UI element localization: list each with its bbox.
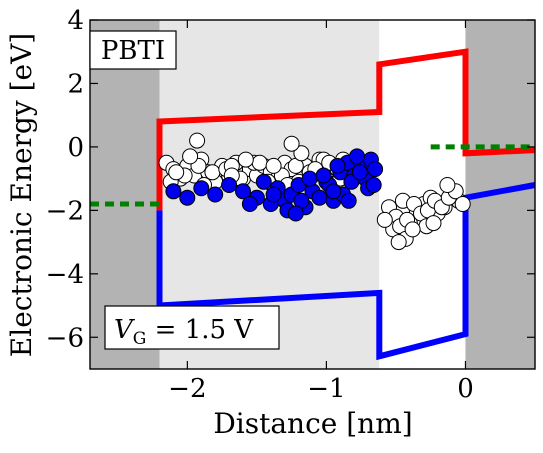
pbti-label: PBTI <box>101 36 165 66</box>
empty-trap-point <box>251 154 268 171</box>
filled-trap-point <box>329 157 346 174</box>
empty-trap-point <box>265 157 282 174</box>
filled-trap-point <box>287 205 304 222</box>
x-axis-title: Distance [nm] <box>213 407 412 440</box>
filled-trap-point <box>351 164 368 181</box>
filled-trap-point <box>221 177 238 193</box>
empty-trap-point <box>425 215 442 232</box>
plot-frame <box>89 19 536 370</box>
filled-trap-point <box>325 183 342 200</box>
x-tick-label: −2 <box>168 374 206 404</box>
y-tick-label: −4 <box>46 260 84 290</box>
x-tick-label: −1 <box>307 374 345 404</box>
filled-trap-point <box>207 186 224 203</box>
filled-trap-point <box>301 170 318 187</box>
empty-trap-point <box>283 135 300 152</box>
filled-trap-point <box>193 180 210 197</box>
filled-trap-point <box>265 186 282 203</box>
empty-trap-point <box>376 211 393 228</box>
filled-trap-point <box>349 148 365 165</box>
empty-trap-point <box>204 164 221 181</box>
empty-trap-point <box>404 221 421 238</box>
pbti-label-box <box>89 30 177 70</box>
filled-trap-point <box>367 161 384 178</box>
filled-trap-point <box>315 167 332 184</box>
empty-trap-point <box>168 164 185 181</box>
empty-trap-point <box>439 177 456 193</box>
empty-trap-point <box>189 132 206 149</box>
y-tick-label: −2 <box>46 196 84 226</box>
empty-trap-point <box>182 148 199 165</box>
y-tick-label: 2 <box>67 69 84 99</box>
conduction-band-line <box>156 48 536 211</box>
filled-trap-point <box>255 173 272 190</box>
empty-trap-point <box>237 151 254 168</box>
x-tick-label: 0 <box>457 374 474 404</box>
y-tick-label: −6 <box>46 323 84 353</box>
empty-trap-point <box>454 196 471 212</box>
y-tick-label: 4 <box>67 6 84 36</box>
empty-trap-point <box>390 234 407 251</box>
filled-trap-point <box>241 196 258 212</box>
empty-trap-point <box>293 145 310 162</box>
filled-trap-point <box>365 177 382 193</box>
y-axis-title: Electronic Energy [eV] <box>5 33 38 357</box>
gate-voltage-label-box <box>104 305 280 350</box>
y-tick-label: 0 <box>67 133 84 163</box>
filled-trap-point <box>179 189 196 206</box>
filled-trap-point <box>340 192 357 209</box>
filled-trap-point <box>235 183 251 200</box>
filled-trap-point <box>165 183 182 200</box>
filled-trap-point <box>311 189 328 206</box>
gate-voltage-label: VG = 1.5 V <box>114 315 254 349</box>
